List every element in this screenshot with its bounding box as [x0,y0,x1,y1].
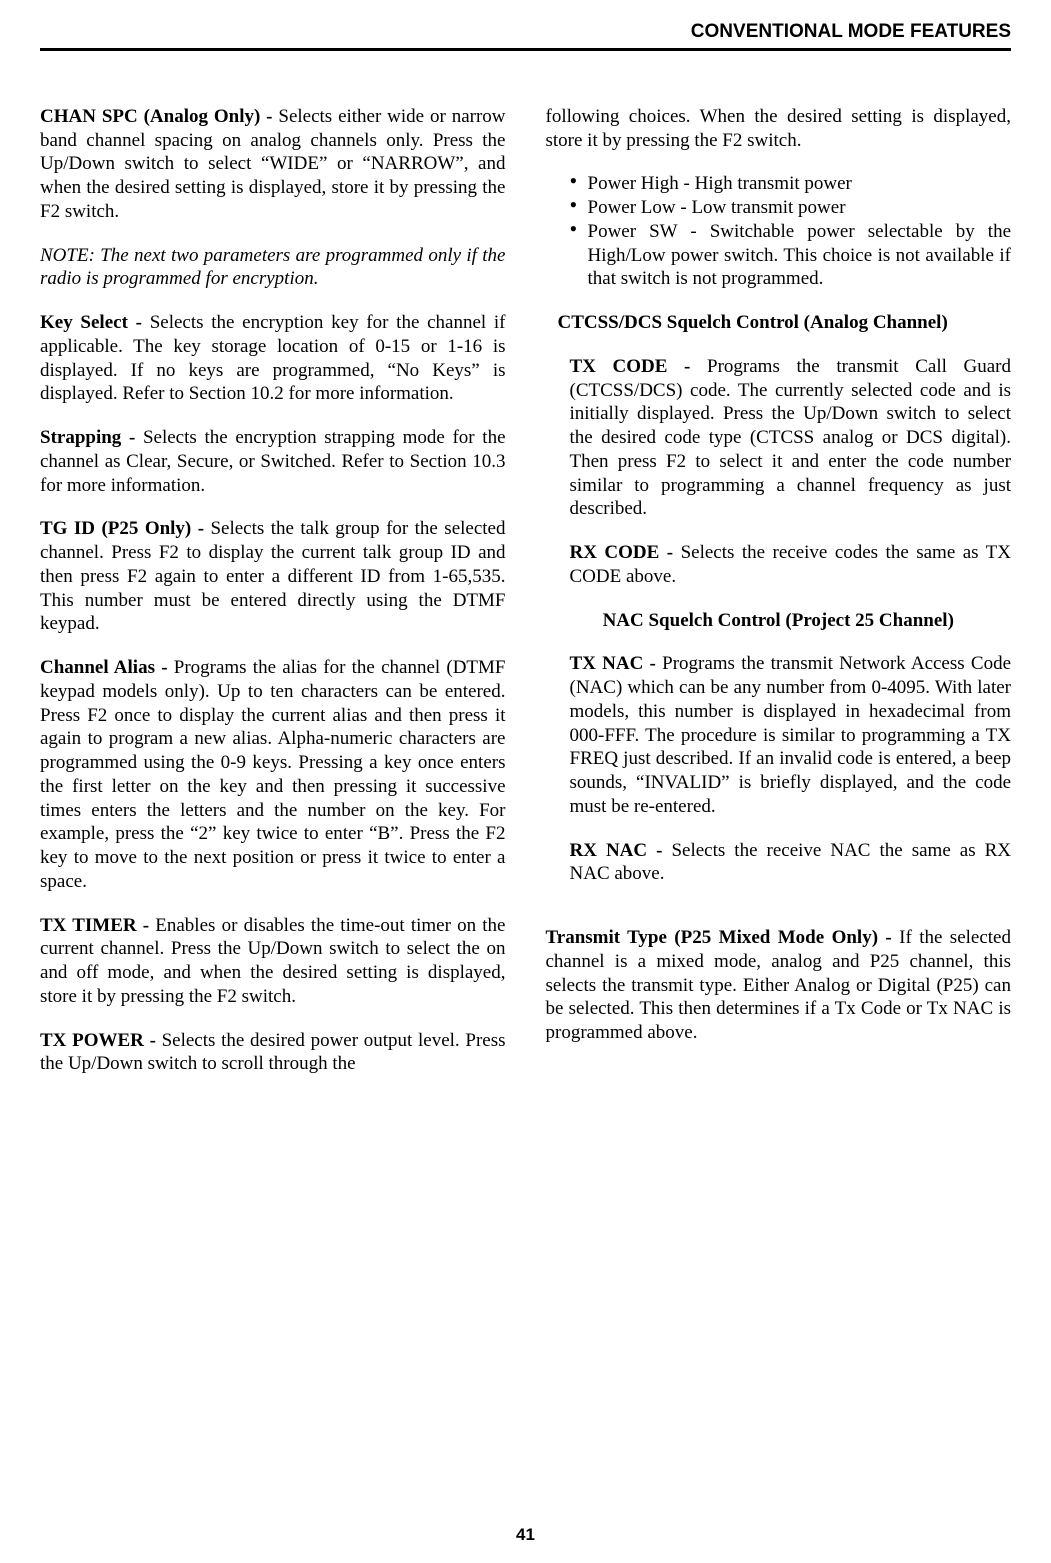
ctcss-block: TX CODE - Programs the transmit Call Gua… [546,355,1012,589]
para-key-select: Key Select - Selects the encryption key … [40,311,506,406]
label-tg-id: TG ID (P25 Only) - [40,518,210,539]
label-strapping: Strapping - [40,427,143,448]
page: CONVENTIONAL MODE FEATURES CHAN SPC (Ana… [0,0,1051,1563]
section-header: CONVENTIONAL MODE FEATURES [40,20,1011,44]
heading-nac: NAC Squelch Control (Project 25 Channel) [546,609,1012,633]
label-transmit-type: Transmit Type (P25 Mixed Mode Only) - [546,927,900,948]
para-note: NOTE: The next two parameters are progra… [40,244,506,292]
label-chan-spc: CHAN SPC (Analog Only) - [40,106,278,127]
power-list-item: Power Low - Low transmit power [570,196,1012,220]
label-key-select: Key Select - [40,312,150,333]
para-tx-power-cont: following choices. When the desired sett… [546,105,1012,153]
power-list-item: Power SW - Switchable power selectable b… [570,220,1012,291]
label-tx-power: TX POWER - [40,1030,162,1051]
para-rx-code: RX CODE - Selects the receive codes the … [570,541,1012,589]
para-rx-nac: RX NAC - Selects the receive NAC the sam… [570,839,1012,887]
para-tx-power: TX POWER - Selects the desired power out… [40,1029,506,1077]
power-list-item: Power High - High transmit power [570,172,1012,196]
two-column-body: CHAN SPC (Analog Only) - Selects either … [40,105,1011,1076]
label-tx-timer: TX TIMER - [40,915,155,936]
para-tx-timer: TX TIMER - Enables or disables the time-… [40,914,506,1009]
text-channel-alias: Programs the alias for the channel (DTMF… [40,657,506,892]
heading-ctcss: CTCSS/DCS Squelch Control (Analog Channe… [546,311,1012,335]
para-transmit-type: Transmit Type (P25 Mixed Mode Only) - If… [546,926,1012,1045]
nac-block: TX NAC - Programs the transmit Network A… [546,652,1012,886]
label-rx-nac: RX NAC - [570,840,672,861]
text-tx-code: Programs the transmit Call Guard (CTCSS/… [570,356,1012,520]
para-tx-nac: TX NAC - Programs the transmit Network A… [570,652,1012,818]
para-tx-code: TX CODE - Programs the transmit Call Gua… [570,355,1012,521]
label-channel-alias: Channel Alias - [40,657,174,678]
text-tx-nac: Programs the transmit Network Access Cod… [570,653,1012,817]
page-number: 41 [0,1524,1051,1545]
power-list: Power High - High transmit power Power L… [546,172,1012,291]
para-channel-alias: Channel Alias - Programs the alias for t… [40,656,506,894]
para-strapping: Strapping - Selects the encryption strap… [40,426,506,497]
para-tg-id: TG ID (P25 Only) - Selects the talk grou… [40,517,506,636]
label-tx-code: TX CODE - [570,356,708,377]
label-tx-nac: TX NAC - [570,653,663,674]
label-rx-code: RX CODE - [570,542,681,563]
para-chan-spc: CHAN SPC (Analog Only) - Selects either … [40,105,506,224]
header-rule [40,48,1011,51]
